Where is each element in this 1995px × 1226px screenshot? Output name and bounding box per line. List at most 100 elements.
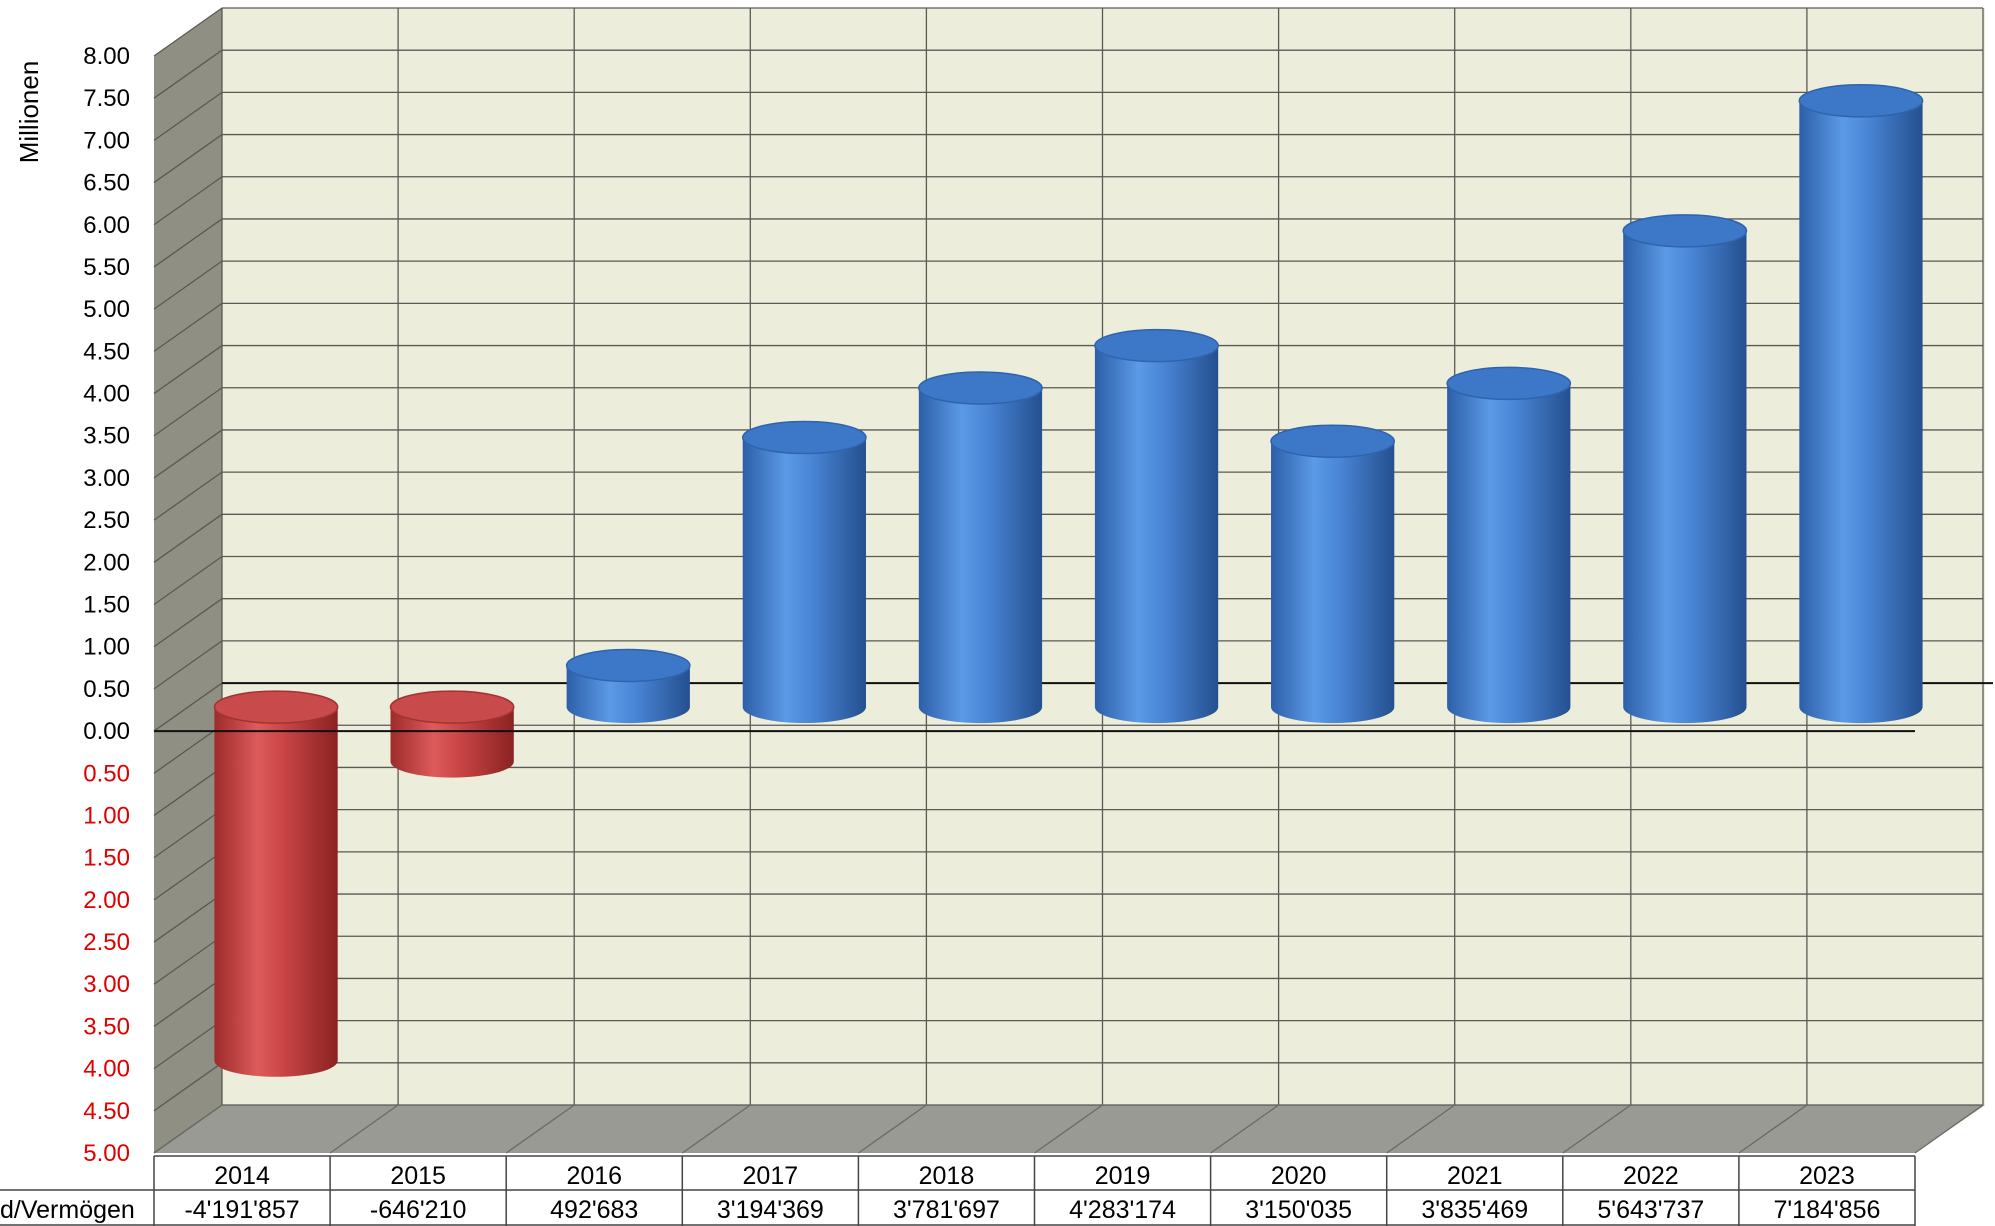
bar-cap xyxy=(389,690,515,724)
x-tick-label: 2020 xyxy=(1271,1162,1327,1190)
y-tick-label: 3.50 xyxy=(83,423,130,450)
x-tick-label: 2019 xyxy=(1095,1162,1151,1190)
y-tick-label: 8.00 xyxy=(83,43,130,70)
gridline-side xyxy=(153,809,223,859)
gridline-side xyxy=(153,1020,223,1070)
gridline-side xyxy=(153,640,223,690)
gridline-side xyxy=(153,429,223,479)
x-tick-label: 2023 xyxy=(1799,1162,1855,1190)
bar-cap xyxy=(1270,424,1396,459)
bar-2018 xyxy=(918,371,1043,724)
y-tick-label: 0.50 xyxy=(83,760,130,787)
x-tick-label: 2015 xyxy=(390,1162,446,1190)
bar-cap xyxy=(741,420,867,455)
bar-2014 xyxy=(213,690,339,1077)
gridline-side xyxy=(153,893,223,943)
y-tick-label: 4.50 xyxy=(83,338,130,365)
bar-body xyxy=(1094,345,1219,724)
gridline-floor xyxy=(153,1104,223,1154)
y-tick-label: 2.00 xyxy=(83,887,130,914)
gridline-side xyxy=(153,598,223,648)
gridline-floor xyxy=(505,1104,575,1154)
data-label: 492'683 xyxy=(550,1196,638,1224)
y-tick-label: 3.00 xyxy=(83,971,130,998)
gridline-side xyxy=(153,977,223,1027)
bar-cap xyxy=(213,690,339,724)
y-tick-label: 1.50 xyxy=(83,592,130,619)
y-tick-label: 2.00 xyxy=(83,549,130,576)
bar-cap xyxy=(565,648,691,683)
gridline-floor xyxy=(1914,1104,1984,1154)
y-tick-label: 5.00 xyxy=(83,296,130,323)
bar-body xyxy=(390,707,514,778)
gridline-side xyxy=(153,345,223,395)
gridline-side xyxy=(153,724,223,774)
bar-body xyxy=(1623,230,1747,724)
y-tick-label: 0.00 xyxy=(83,718,130,745)
gridline-floor xyxy=(1386,1104,1456,1154)
gridline-floor xyxy=(1210,1104,1279,1154)
gridline-side xyxy=(153,471,223,521)
bar-2015 xyxy=(389,690,515,778)
bar-body xyxy=(1799,100,1923,724)
y-axis-title: Millionen xyxy=(14,61,44,164)
x-tick-label: 2022 xyxy=(1623,1162,1679,1190)
gridline-side xyxy=(153,7,223,57)
y-axis: 8.00 7.50 7.00 6.50 6.00 5.50 5.00 4.50 4.00 3.50… xyxy=(14,43,130,1167)
series-name: d/Vermögen xyxy=(0,1196,135,1224)
data-label: 5'643'737 xyxy=(1597,1196,1704,1224)
bar-2022 xyxy=(1622,214,1748,724)
bar-cap xyxy=(1446,366,1572,401)
y-tick-label: 1.50 xyxy=(83,845,130,872)
data-label: -646'210 xyxy=(370,1196,467,1224)
y-tick-label: 6.50 xyxy=(83,170,130,197)
data-label: 3'835'469 xyxy=(1421,1196,1528,1224)
bar-2021 xyxy=(1446,366,1572,724)
bar-cap xyxy=(1622,214,1748,248)
y-tick-label: 3.50 xyxy=(83,1013,130,1040)
bar-body xyxy=(214,707,338,1077)
gridline-floor xyxy=(329,1104,399,1154)
gridline-side xyxy=(153,513,223,563)
data-label: 3'150'035 xyxy=(1245,1196,1352,1224)
y-tick-label: 5.00 xyxy=(83,1140,130,1167)
gridline-side xyxy=(153,555,223,606)
data-label: 3'781'697 xyxy=(893,1196,1000,1224)
gridline-side xyxy=(153,682,223,732)
y-tick-label: 4.50 xyxy=(83,1098,130,1125)
gridline-floor xyxy=(1034,1104,1103,1154)
y-tick-label: 5.50 xyxy=(83,254,130,281)
y-tick-label: 1.00 xyxy=(83,634,130,661)
bar-cap xyxy=(1094,328,1219,363)
data-label: 7'184'856 xyxy=(1774,1196,1881,1224)
gridline-side xyxy=(153,766,223,816)
x-tick-label: 2021 xyxy=(1447,1162,1503,1190)
y-tick-label: 6.00 xyxy=(83,212,130,239)
bar-2023 xyxy=(1798,84,1924,724)
bar-2017 xyxy=(741,420,867,724)
bar-cap xyxy=(1798,84,1924,118)
gridline-side xyxy=(153,851,223,901)
y-tick-label: 2.50 xyxy=(83,507,130,534)
gridline-floor xyxy=(681,1104,751,1154)
data-label: 4'283'174 xyxy=(1069,1196,1176,1224)
x-tick-label: 2016 xyxy=(566,1162,622,1190)
gridline-side xyxy=(153,302,223,352)
gridline-side xyxy=(153,1062,223,1112)
gridline-side xyxy=(153,176,223,226)
gridline-side xyxy=(153,91,223,141)
y-tick-label: 4.00 xyxy=(83,381,130,408)
x-tick-label: 2017 xyxy=(743,1162,799,1190)
bar-body xyxy=(742,437,866,724)
bar-2019 xyxy=(1094,328,1219,724)
x-tick-label: 2014 xyxy=(214,1162,270,1190)
bar-body xyxy=(1271,441,1395,724)
gridline-floor xyxy=(858,1104,927,1154)
y-tick-label: 0.50 xyxy=(83,676,130,703)
bar-body xyxy=(1447,383,1571,724)
gridline-floor xyxy=(1562,1104,1632,1154)
y-tick-label: 2.50 xyxy=(83,929,130,956)
bar-cap xyxy=(918,371,1043,405)
